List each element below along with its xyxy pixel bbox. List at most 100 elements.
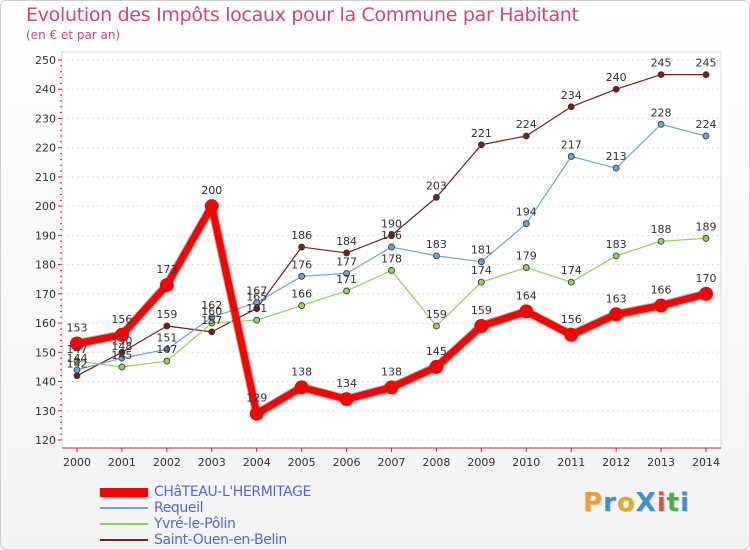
data-label: 174 xyxy=(471,264,492,277)
data-label: 217 xyxy=(561,138,582,151)
data-label: 224 xyxy=(696,118,717,131)
data-point xyxy=(73,372,81,380)
legend-label: Saint-Ouen-en-Belin xyxy=(154,532,287,548)
data-label: 176 xyxy=(291,258,312,271)
data-point xyxy=(702,132,710,140)
data-point xyxy=(567,153,575,160)
data-label: 170 xyxy=(696,272,717,285)
data-point xyxy=(433,193,440,201)
data-label: 173 xyxy=(156,263,177,276)
data-label: 157 xyxy=(201,314,222,327)
data-point xyxy=(118,354,126,362)
y-tick-label: 240 xyxy=(35,83,56,96)
legend: CHâTEAU-L'HERMITAGE Requeil Yvré-le-Pôli… xyxy=(100,484,311,548)
data-label: 147 xyxy=(67,343,88,356)
proxiti-logo: ProXiti xyxy=(583,488,691,518)
data-point xyxy=(298,272,306,280)
legend-swatch xyxy=(100,523,148,525)
data-point xyxy=(612,85,620,93)
chart-title: Evolution des Impôts locaux pour la Comm… xyxy=(26,4,579,26)
y-tick-label: 160 xyxy=(35,317,56,330)
data-point xyxy=(343,249,350,257)
data-point xyxy=(612,252,620,260)
data-point xyxy=(208,313,216,321)
x-tick-label: 2014 xyxy=(692,456,720,469)
data-point xyxy=(253,299,261,307)
x-tick-label: 2009 xyxy=(467,456,495,469)
data-label: 160 xyxy=(201,305,222,318)
data-point xyxy=(298,243,306,251)
legend-label: Requeil xyxy=(154,500,204,516)
data-point xyxy=(159,278,174,293)
x-tick-label: 2002 xyxy=(153,456,181,469)
data-point xyxy=(657,237,665,245)
data-label: 153 xyxy=(67,322,88,335)
data-label: 189 xyxy=(696,220,717,233)
data-label: 234 xyxy=(561,89,582,102)
data-point xyxy=(249,406,264,421)
data-label: 200 xyxy=(201,184,222,197)
y-tick-label: 210 xyxy=(35,171,56,184)
x-tick-label: 2000 xyxy=(63,456,91,469)
y-tick-label: 190 xyxy=(35,229,56,242)
data-label: 147 xyxy=(156,343,177,356)
data-point xyxy=(657,71,665,79)
x-tick-label: 2008 xyxy=(422,456,450,469)
data-point xyxy=(567,278,575,286)
data-point xyxy=(522,220,530,228)
x-tick-label: 2011 xyxy=(557,456,585,469)
y-tick-label: 250 xyxy=(35,54,56,67)
y-tick-label: 230 xyxy=(35,112,56,125)
data-point xyxy=(567,103,575,111)
data-label: 166 xyxy=(291,288,312,301)
data-point xyxy=(73,366,81,374)
data-label: 245 xyxy=(651,57,672,70)
data-point xyxy=(699,286,713,301)
y-tick-label: 200 xyxy=(35,200,56,213)
legend-item: Yvré-le-Pôlin xyxy=(100,516,311,532)
data-label: 188 xyxy=(651,223,672,236)
data-point xyxy=(522,264,530,271)
x-tick-label: 2006 xyxy=(333,456,361,469)
data-label: 138 xyxy=(381,365,402,378)
data-point xyxy=(477,141,485,149)
data-point xyxy=(657,120,665,128)
data-label: 203 xyxy=(426,179,447,192)
data-label: 174 xyxy=(561,264,582,277)
data-label: 159 xyxy=(156,308,177,321)
data-point xyxy=(429,359,444,374)
data-point xyxy=(339,392,354,407)
y-tick-label: 170 xyxy=(35,288,56,301)
data-point xyxy=(343,269,350,277)
data-label: 177 xyxy=(336,255,357,268)
x-tick-label: 2001 xyxy=(108,456,136,469)
data-label: 190 xyxy=(381,217,402,230)
data-point xyxy=(73,357,81,365)
data-label: 148 xyxy=(111,340,132,353)
data-label: 144 xyxy=(67,352,88,365)
data-label: 213 xyxy=(606,150,627,163)
data-label: 145 xyxy=(426,345,447,358)
data-label: 163 xyxy=(606,292,627,305)
y-tick-label: 220 xyxy=(35,142,56,155)
data-label: 240 xyxy=(606,71,627,84)
data-label: 184 xyxy=(336,235,357,248)
data-point xyxy=(612,164,620,172)
data-label: 161 xyxy=(246,302,267,315)
data-point xyxy=(118,363,126,371)
data-label: 151 xyxy=(156,331,177,344)
data-point xyxy=(609,307,624,322)
x-tick-label: 2007 xyxy=(378,456,406,469)
data-point xyxy=(702,234,710,242)
data-label: 134 xyxy=(336,377,357,390)
data-label: 156 xyxy=(111,313,132,326)
data-point xyxy=(253,316,261,324)
data-label: 181 xyxy=(471,244,492,257)
x-tick-label: 2012 xyxy=(602,456,630,469)
legend-label: CHâTEAU-L'HERMITAGE xyxy=(154,484,312,500)
data-label: 224 xyxy=(516,118,537,131)
data-point xyxy=(702,71,710,79)
legend-item: CHâTEAU-L'HERMITAGE xyxy=(100,484,311,500)
data-point xyxy=(343,287,350,295)
